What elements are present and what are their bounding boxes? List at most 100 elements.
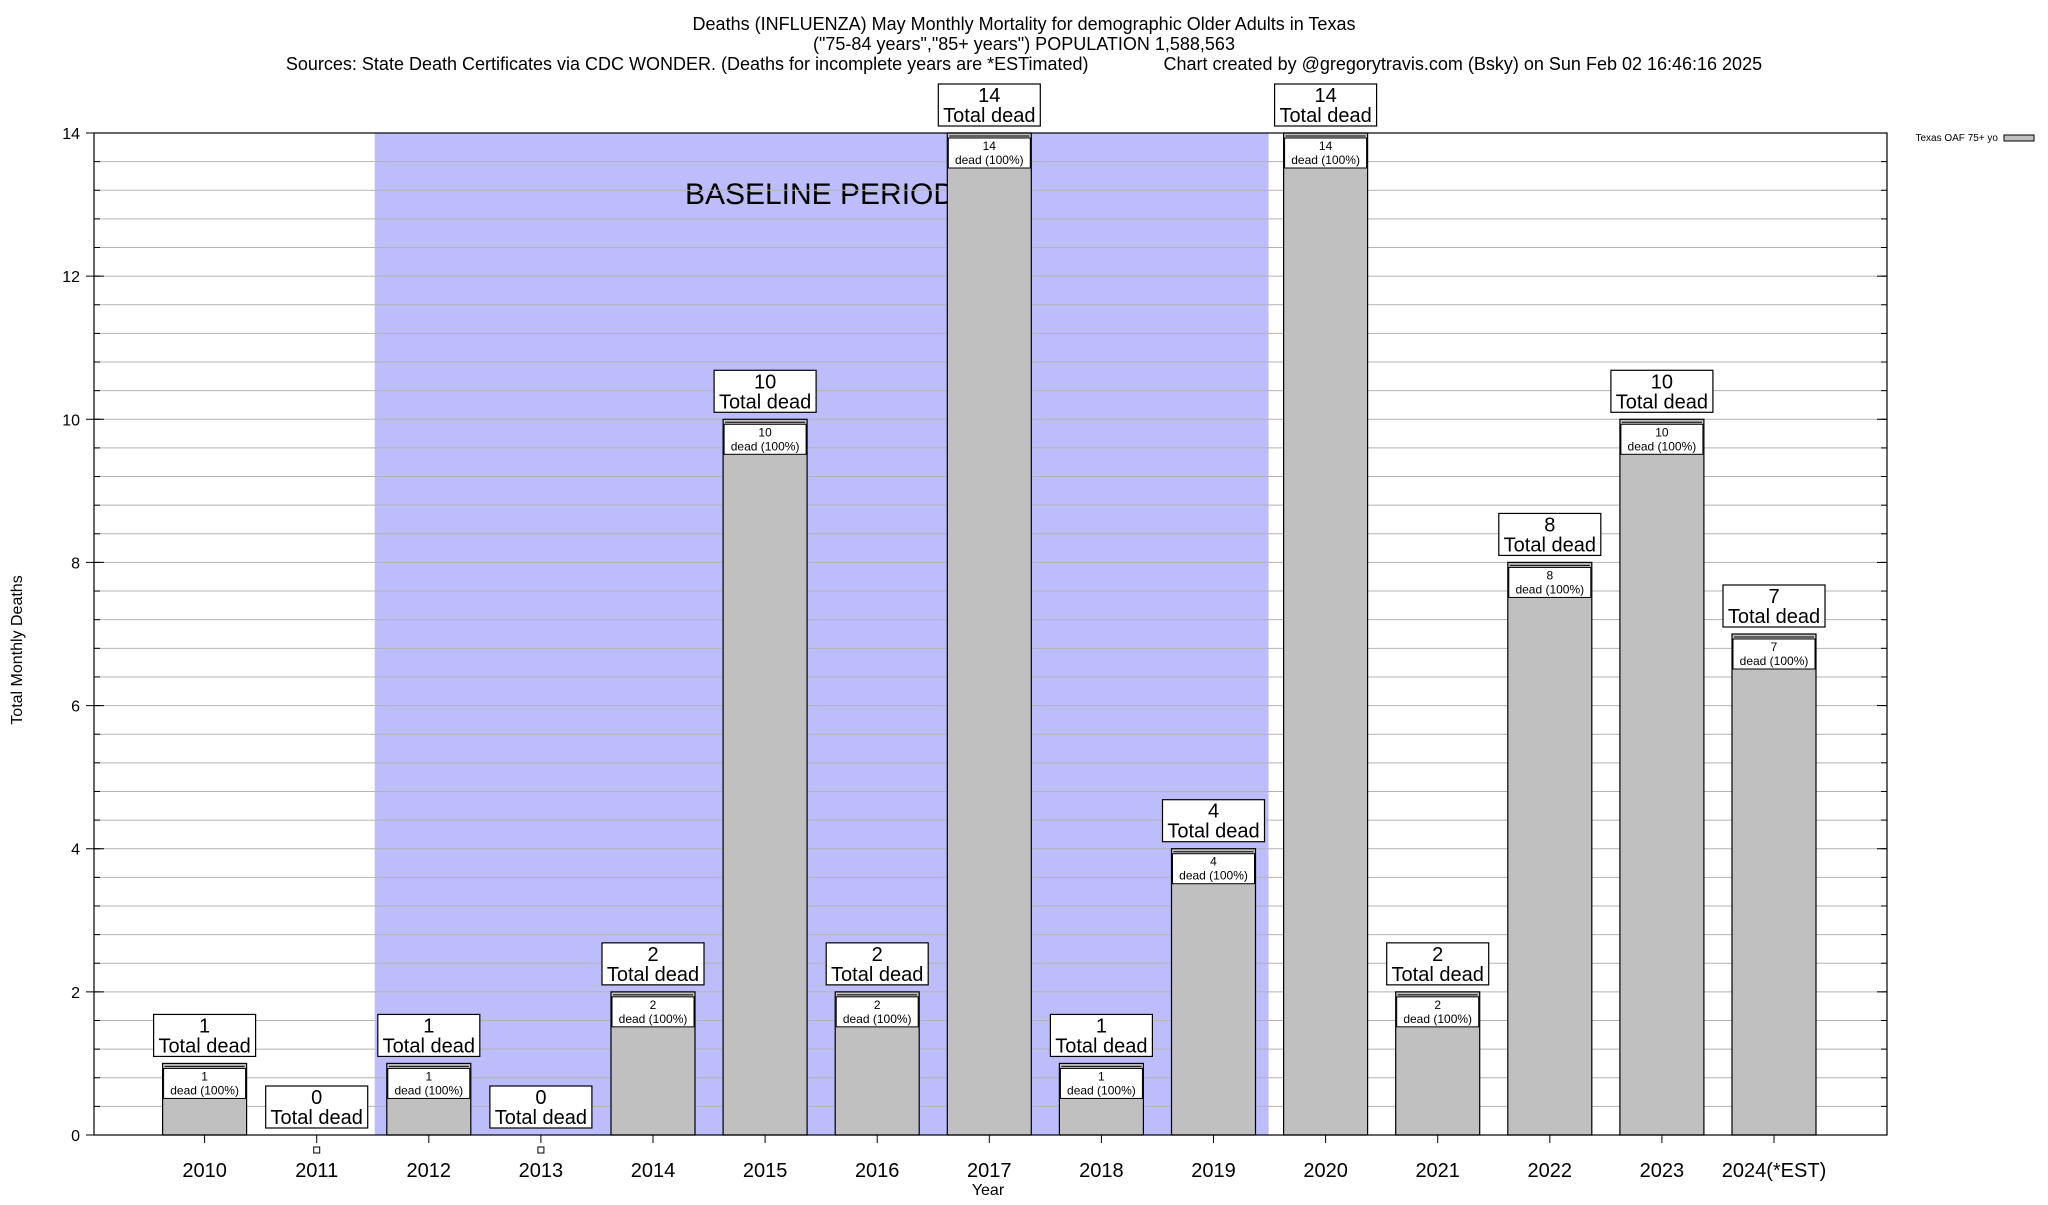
bar-inner-label-text: dead (100%) bbox=[1179, 869, 1248, 883]
bar-total-label-text: Total dead bbox=[158, 1035, 250, 1057]
bar-inner-label-text: dead (100%) bbox=[1291, 153, 1360, 167]
bar-total-label-text: Total dead bbox=[719, 391, 811, 413]
bar-total-label-text: Total dead bbox=[1167, 821, 1259, 843]
x-tick-label: 2022 bbox=[1528, 1160, 1573, 1182]
bar-total-label-box bbox=[1161, 799, 1266, 843]
x-tick-label: 2012 bbox=[407, 1160, 452, 1182]
bar-inner-label-value: 14 bbox=[1319, 139, 1333, 153]
bar-total-label-text: Total dead bbox=[383, 1035, 475, 1057]
bar-inner-label-text: dead (100%) bbox=[843, 1012, 912, 1026]
x-tick-label: 2021 bbox=[1415, 1160, 1460, 1182]
bar-inner-label-box bbox=[163, 1067, 247, 1099]
y-tick-label: 0 bbox=[71, 1128, 80, 1145]
x-tick-label: 2024(*EST) bbox=[1722, 1160, 1827, 1182]
bar-inner-label-text: dead (100%) bbox=[394, 1083, 463, 1097]
x-tick-label: 2020 bbox=[1303, 1160, 1348, 1182]
bar-inner-label-value: 1 bbox=[425, 1069, 432, 1083]
bar-inner-label-text: dead (100%) bbox=[955, 153, 1024, 167]
bar bbox=[1282, 132, 1369, 1136]
bar-total-label-box bbox=[1386, 942, 1490, 986]
bar-inner-label-text: dead (100%) bbox=[1067, 1083, 1136, 1097]
bar bbox=[1170, 848, 1257, 1136]
bar-inner-label-value: 8 bbox=[1546, 568, 1553, 582]
bar-inner-label-box bbox=[1396, 996, 1480, 1028]
legend-swatch bbox=[2003, 134, 2035, 142]
x-tick-label: 2011 bbox=[295, 1160, 338, 1182]
bar-total-label-box bbox=[1273, 83, 1378, 127]
bar-inner-label-box bbox=[387, 1067, 471, 1099]
bar-inner-label-text: dead (100%) bbox=[619, 1012, 688, 1026]
baseline-period-label: BASELINE PERIOD bbox=[685, 178, 955, 211]
x-tick-label: 2015 bbox=[743, 1160, 788, 1182]
bar-inner-label-value: 2 bbox=[874, 998, 881, 1012]
bar-total-label-value: 7 bbox=[1768, 586, 1779, 608]
y-tick-label: 8 bbox=[71, 555, 80, 572]
bar-inner-label-box bbox=[1172, 853, 1255, 885]
bar bbox=[722, 418, 808, 1136]
bar-total-label-value: 14 bbox=[1314, 85, 1336, 107]
y-tick-label: 12 bbox=[62, 269, 80, 286]
bar-total-label-value: 0 bbox=[311, 1087, 322, 1109]
x-tick-label: 2023 bbox=[1640, 1160, 1685, 1182]
x-tick-label: 2017 bbox=[967, 1160, 1012, 1182]
chart-subtitle: ("75-84 years","85+ years") POPULATION 1… bbox=[813, 34, 1235, 54]
bar bbox=[1731, 633, 1817, 1136]
bar-total-label-value: 4 bbox=[1208, 801, 1219, 823]
bar-inner-label-value: 7 bbox=[1771, 640, 1778, 654]
bar-total-label-value: 1 bbox=[423, 1015, 434, 1037]
bar-inner-label-text: dead (100%) bbox=[1628, 439, 1697, 453]
chart-source-line: Sources: State Death Certificates via CD… bbox=[285, 54, 1763, 74]
x-tick-label: 2019 bbox=[1191, 1160, 1236, 1182]
bar-inner-label-value: 4 bbox=[1210, 855, 1217, 869]
x-tick-label: 2018 bbox=[1079, 1160, 1124, 1182]
bar-total-label-value: 1 bbox=[199, 1015, 210, 1037]
bar-inner-label-text: dead (100%) bbox=[1740, 654, 1809, 668]
bar-inner-label-box bbox=[1059, 1067, 1143, 1099]
zero-bar-marker bbox=[537, 1146, 545, 1154]
bar-total-label-box bbox=[153, 1013, 257, 1058]
bar-total-label-box bbox=[937, 83, 1041, 127]
bar-inner-label-box bbox=[611, 996, 695, 1028]
x-tick-label: 2013 bbox=[519, 1160, 564, 1182]
bar bbox=[1619, 418, 1705, 1136]
bar-inner-label-box bbox=[947, 137, 1031, 169]
bar bbox=[946, 132, 1032, 1136]
bar-total-label-box bbox=[713, 369, 817, 413]
bar-total-label-box bbox=[825, 942, 929, 986]
bar-total-label-value: 8 bbox=[1544, 514, 1555, 536]
bar-inner-label-value: 10 bbox=[758, 425, 772, 439]
bar-inner-label-box bbox=[723, 423, 807, 455]
bar-inner-label-box bbox=[835, 996, 919, 1028]
zero-bar-marker bbox=[313, 1146, 321, 1154]
bar-inner-label-value: 10 bbox=[1655, 425, 1669, 439]
bar-total-label-box bbox=[1498, 512, 1602, 557]
legend-label: Texas OAF 75+ yo bbox=[1915, 133, 1998, 144]
chart-title: Deaths (INFLUENZA) May Monthly Mortality… bbox=[692, 14, 1356, 34]
bar-total-label-box bbox=[1722, 584, 1826, 628]
bar-inner-label-box bbox=[1620, 423, 1704, 455]
bar-total-label-text: Total dead bbox=[1055, 1035, 1147, 1057]
bar-inner-label-text: dead (100%) bbox=[1403, 1012, 1472, 1026]
bar-total-label-box bbox=[265, 1085, 369, 1129]
bar-total-label-text: Total dead bbox=[495, 1107, 587, 1129]
bar-total-label-text: Total dead bbox=[271, 1107, 363, 1129]
bar-total-label-box bbox=[1049, 1013, 1154, 1058]
bar-inner-label-box bbox=[1284, 137, 1368, 169]
bar-total-label-text: Total dead bbox=[1728, 606, 1820, 628]
bar-total-label-value: 1 bbox=[1096, 1015, 1107, 1037]
bar-total-label-box bbox=[377, 1013, 481, 1058]
y-tick-label: 4 bbox=[71, 842, 80, 859]
bar-inner-label-value: 14 bbox=[983, 139, 997, 153]
bar-inner-label-text: dead (100%) bbox=[1515, 582, 1584, 596]
bar-total-label-text: Total dead bbox=[607, 964, 699, 986]
bar-inner-label-value: 2 bbox=[650, 998, 657, 1012]
baseline-period-shade bbox=[374, 133, 1269, 1135]
bar-total-label-box bbox=[1610, 369, 1714, 413]
bar-inner-label-value: 2 bbox=[1434, 998, 1441, 1012]
y-tick-label: 6 bbox=[71, 699, 80, 716]
bar-total-label-value: 2 bbox=[1432, 944, 1443, 966]
bar-total-label-value: 10 bbox=[754, 371, 776, 393]
bar-inner-label-text: dead (100%) bbox=[170, 1083, 239, 1097]
